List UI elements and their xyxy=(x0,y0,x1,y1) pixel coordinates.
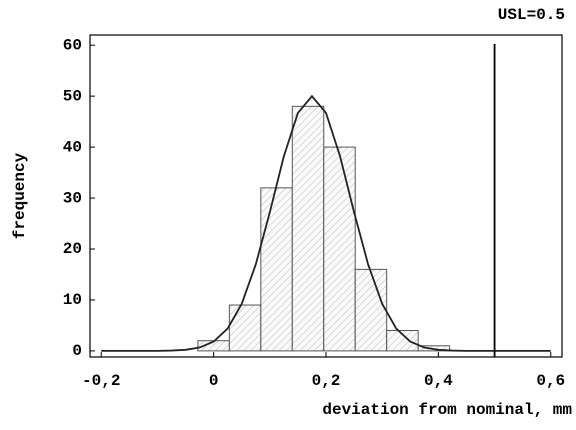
bar xyxy=(323,146,356,352)
x-tick-label: 0,2 xyxy=(312,372,341,390)
limit-label: USL=0.5 xyxy=(498,6,565,24)
y-tick-label: 0 xyxy=(72,342,82,360)
fit-curve xyxy=(101,94,551,352)
y-tick-label: 20 xyxy=(63,240,82,258)
bar xyxy=(354,268,388,352)
y-tick-label: 30 xyxy=(63,189,82,207)
y-tick-label: 10 xyxy=(63,291,82,309)
x-tick-label: 0 xyxy=(209,372,219,390)
bar xyxy=(260,187,293,352)
bar xyxy=(386,330,419,352)
bar xyxy=(291,105,325,352)
x-tick-label: 0,6 xyxy=(536,372,565,390)
bar xyxy=(228,304,262,352)
y-tick-label: 50 xyxy=(63,87,82,105)
y-tick-label: 60 xyxy=(63,36,82,54)
y-axis-label: frequency xyxy=(11,152,29,239)
y-tick-label: 40 xyxy=(63,138,82,156)
x-axis-label: deviation from nominal, mm xyxy=(322,401,572,419)
x-tick-label: -0,2 xyxy=(82,372,120,390)
x-tick-label: 0,4 xyxy=(424,372,453,390)
